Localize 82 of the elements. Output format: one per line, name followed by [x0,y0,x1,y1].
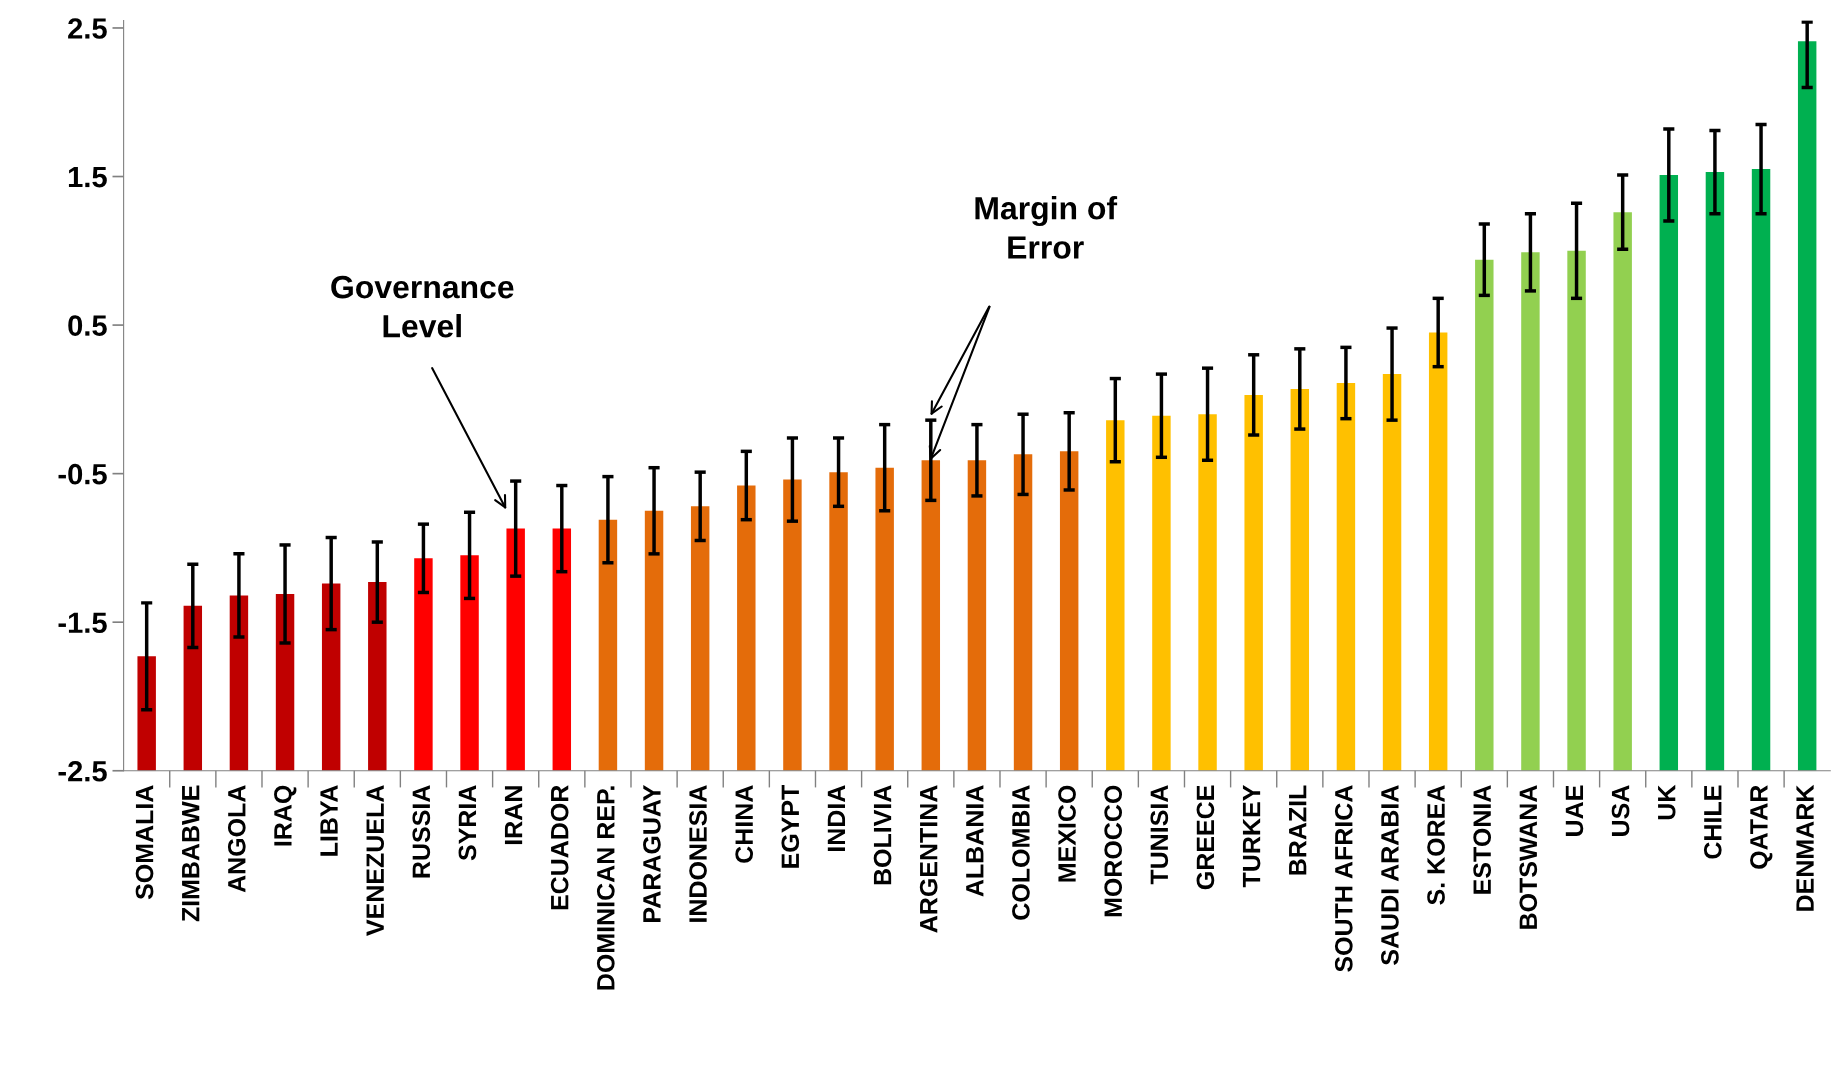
x-tick-label: RUSSIA [412,785,431,878]
bar [552,528,572,771]
bar [921,460,941,771]
x-tick-label: EGYPT [781,784,800,868]
x-tick-label: SOUTH AFRICA [1334,785,1353,972]
y-tick-label: -2.5 [58,760,107,782]
y-tick-label: -0.5 [58,463,107,485]
x-tick-label: ECUADOR [550,785,569,910]
x-tick-label: INDONESIA [689,785,707,922]
bar [1613,212,1632,771]
bar [1705,172,1725,771]
bar [1152,415,1171,771]
x-tick-label: INDIA [827,785,846,852]
bar [183,605,203,771]
bar [1751,169,1771,771]
y-tick-label: -1.5 [58,612,107,634]
bar [229,595,249,771]
bar [368,582,387,771]
bar [598,519,618,771]
x-tick-label: BOLIVIA [873,785,892,885]
bar [783,479,802,771]
x-tick-label: COLOMBIA [1012,785,1030,920]
bar [506,528,525,771]
x-tick-label: UAE [1565,785,1584,836]
y-tick-label: 2.5 [68,18,107,39]
bar [829,472,848,771]
x-tick-label: VENEZUELA [366,785,385,936]
bar [875,467,894,771]
y-tick-label: 0.5 [68,315,107,336]
bar [460,555,479,771]
bar [1106,420,1125,771]
bar [1059,451,1079,771]
bar [1013,454,1033,771]
bar [690,506,710,771]
x-tick-label: SOMALIA [135,785,154,900]
x-tick-label: IRAQ [274,785,297,846]
x-tick-label: CHINA [735,785,754,863]
bar [1198,414,1217,771]
bar [967,460,987,771]
bar [737,485,756,771]
x-tick-label: GREECE [1196,785,1215,890]
x-tick-label: UK [1658,784,1676,820]
bar [1428,332,1448,771]
bar [137,656,156,771]
bar [1521,252,1540,771]
bar [275,593,295,771]
x-tick-label: USA [1611,785,1630,836]
x-tick-label: S. KOREA [1427,785,1445,905]
bar [414,558,433,771]
x-tick-label: MOROCCO [1104,785,1123,917]
bar [1567,250,1586,771]
x-tick-label: CHILE [1703,785,1722,859]
x-tick-label: ZIMBABWE [182,785,200,922]
x-tick-label: TUNISIA [1150,785,1169,885]
x-tick-label: ANGOLA [227,785,246,893]
x-tick-label: BOTSWANA [1519,785,1538,929]
x-tick-label: ESTONIA [1473,785,1492,894]
x-tick-label: DOMINICAN REP. [596,786,615,990]
x-tick-label: MEXICO [1058,785,1076,882]
bar [644,510,664,771]
x-tick-label: LIBYA [320,785,338,856]
bar [321,583,341,771]
x-tick-label: QATAR [1750,785,1773,869]
x-tick-label: PARAGUAY [643,785,661,922]
x-tick-label: SAUDI ARABIA [1381,785,1399,965]
x-tick-label: ARGENTINA [919,785,938,933]
x-tick-label: DENMARK [1796,784,1814,911]
annotation: Margin of Error [975,196,1118,259]
x-tick-label: IRAN [504,786,523,845]
annotation: Governance Level [331,275,514,338]
bar [1659,175,1679,771]
bar [1382,374,1402,771]
bar [1290,388,1310,771]
bar [1244,394,1263,771]
x-tick-label: ALBANIA [966,785,984,897]
y-tick-label: 1.5 [68,167,107,188]
x-tick-label: SYRIA [458,785,477,861]
x-tick-label: TURKEY [1242,785,1261,888]
bar [1475,259,1494,771]
bar [1797,41,1817,771]
bar [1336,383,1356,771]
x-tick-label: BRAZIL [1289,785,1307,875]
